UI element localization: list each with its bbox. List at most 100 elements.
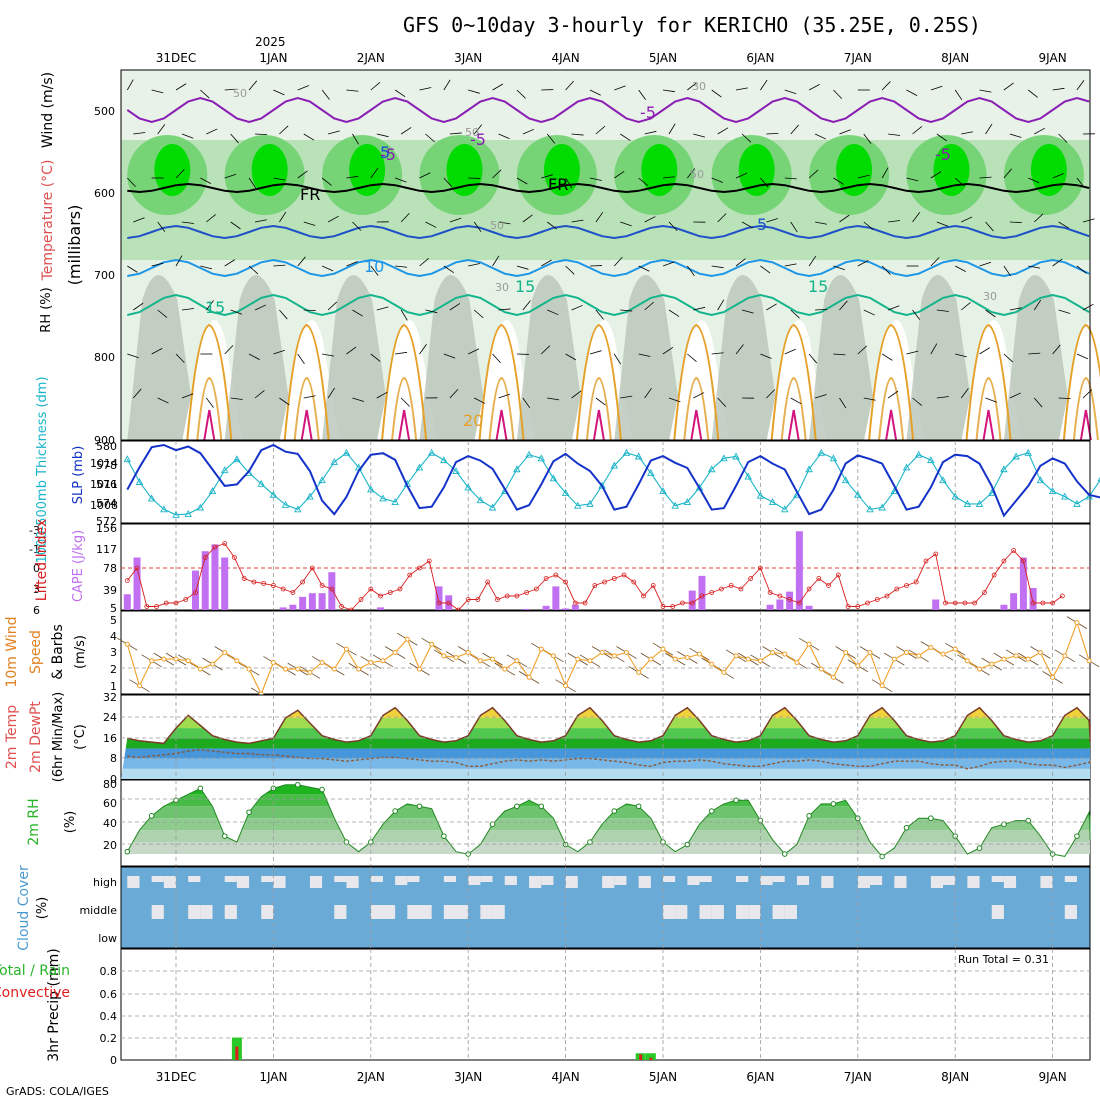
wind-barb — [474, 397, 486, 404]
temp-dewpt-panel: 32 24 16 8 0 — [103, 691, 1091, 786]
contour-20 — [1062, 323, 1100, 441]
contour-label: 50 — [490, 219, 504, 232]
wind-speed-point — [307, 669, 313, 675]
run-total: Run Total = 0.31 — [958, 953, 1049, 966]
cape-bar — [211, 544, 219, 610]
wind-barb — [1076, 353, 1089, 360]
tick-label: 3 — [33, 583, 40, 596]
wind-barb — [1052, 87, 1065, 91]
wind-barb — [151, 348, 163, 355]
cloud-high-gap — [699, 876, 712, 882]
wind-barb — [887, 390, 899, 399]
precip-panel: 0.8 0.6 0.4 0.2 0 Run Total = 0.31 — [100, 948, 1091, 1067]
tick-label: 60 — [103, 797, 117, 810]
cloud-high-gap — [687, 876, 700, 885]
lifted-point — [611, 576, 617, 581]
cape-bar — [123, 594, 131, 610]
wind-barb — [814, 394, 827, 399]
lifted-point — [183, 597, 189, 602]
cape-bar — [562, 608, 570, 610]
thickness-point — [549, 474, 558, 482]
wind-speed-point — [575, 656, 581, 662]
rh-point — [489, 821, 496, 827]
contour-20 — [283, 323, 330, 441]
thickness-point — [342, 448, 351, 456]
top-date-labels: 31DEC 1JAN 2JAN 3JAN 4JAN 5JAN 6JAN 7JAN 8JAN 9JA… — [156, 51, 1067, 65]
wind-barb — [1028, 352, 1041, 355]
wind-barb — [717, 299, 725, 311]
wind-barb — [784, 348, 796, 355]
cape-bar — [776, 599, 784, 610]
wind-barb — [1033, 213, 1044, 223]
thickness-point — [306, 492, 314, 500]
cloud-mid-gap — [334, 905, 347, 919]
bottom-date-labels: 31DEC 1JAN 2JAN 3JAN 4JAN 5JAN 6JAN 7JAN 8JAN 9JA… — [156, 1070, 1067, 1084]
wind-barb — [157, 397, 169, 404]
wind-speed-point — [490, 656, 496, 662]
cape-bar — [435, 586, 443, 610]
lifted-point — [787, 597, 793, 602]
thickness-point — [147, 494, 156, 502]
cloud-high-gap — [565, 876, 578, 888]
wind-barb — [613, 353, 621, 365]
wind-barb — [255, 133, 268, 136]
lifted-point — [982, 590, 987, 595]
upper-y-ticks: 500 600 700 800 900 — [94, 105, 115, 447]
wind-barb — [711, 352, 724, 355]
cloud-high-gap — [857, 876, 870, 888]
cloud-high-gap — [1003, 876, 1017, 888]
slp-panel-frame — [120, 440, 1091, 524]
wind-barb — [376, 133, 389, 138]
precip-conv-bar — [639, 1054, 643, 1060]
wind-barb — [273, 177, 286, 181]
lifted-point — [1059, 593, 1065, 599]
lifted-point — [290, 590, 296, 595]
wind-barb — [1076, 265, 1087, 274]
wind-barb — [473, 309, 484, 319]
contour-30 — [885, 409, 898, 441]
tick-label: 6 — [33, 604, 40, 617]
tick-label: 3 — [110, 646, 117, 659]
thickness-point — [464, 483, 472, 491]
wind-barb — [473, 124, 483, 135]
tick-label: 574 — [96, 497, 117, 510]
lifted-point — [241, 576, 247, 581]
wind-barb — [790, 397, 802, 405]
cloud-high-gap — [967, 876, 980, 888]
wind-barb — [230, 309, 243, 315]
tick-label: 4 — [110, 630, 117, 643]
wind-speed-point — [210, 661, 216, 667]
wind-barb — [224, 88, 237, 91]
temp-band — [121, 748, 1090, 759]
tick-label: 800 — [94, 351, 115, 364]
thickness-point — [1024, 448, 1033, 456]
wind10-panel: 5 4 3 2 1 — [110, 610, 1100, 701]
wind-speed-point — [283, 666, 289, 672]
cloud-mid-gap — [480, 905, 493, 919]
wind-speed-point — [818, 666, 824, 672]
wind-barb — [930, 343, 938, 355]
cloud-mid-gap — [419, 905, 432, 919]
wind-barb — [815, 308, 828, 311]
top-date-label: 4JAN — [552, 51, 580, 65]
wind-barb — [985, 397, 997, 403]
tick-label: 580 — [96, 440, 117, 453]
wind-barb — [881, 353, 893, 361]
cloud-mid-gap — [492, 905, 505, 919]
rh-band — [125, 830, 1090, 843]
wind-barb — [979, 347, 990, 355]
contour-25 — [391, 376, 418, 441]
top-date-label: 31DEC — [156, 51, 196, 65]
lifted-point — [524, 590, 530, 595]
cape-series — [121, 531, 1090, 613]
wind-barb — [1003, 265, 1011, 277]
cloud-high-gap — [309, 876, 323, 888]
credit: GrADS: COLA/IGES — [6, 1085, 109, 1098]
cape-bar — [318, 593, 326, 610]
wind-speed-point — [331, 666, 337, 672]
cloud-mid-gap — [382, 905, 396, 919]
contour-25 — [488, 376, 515, 441]
contour-label: FR — [300, 185, 320, 204]
wind-barb — [644, 130, 657, 135]
wind-barb — [254, 304, 267, 311]
